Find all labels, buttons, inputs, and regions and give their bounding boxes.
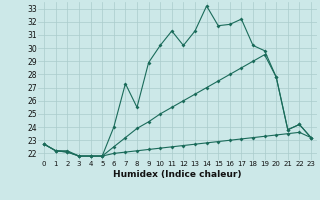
X-axis label: Humidex (Indice chaleur): Humidex (Indice chaleur) [113, 170, 242, 179]
